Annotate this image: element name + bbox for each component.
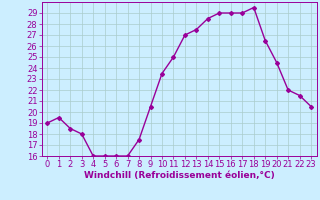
X-axis label: Windchill (Refroidissement éolien,°C): Windchill (Refroidissement éolien,°C)	[84, 171, 275, 180]
